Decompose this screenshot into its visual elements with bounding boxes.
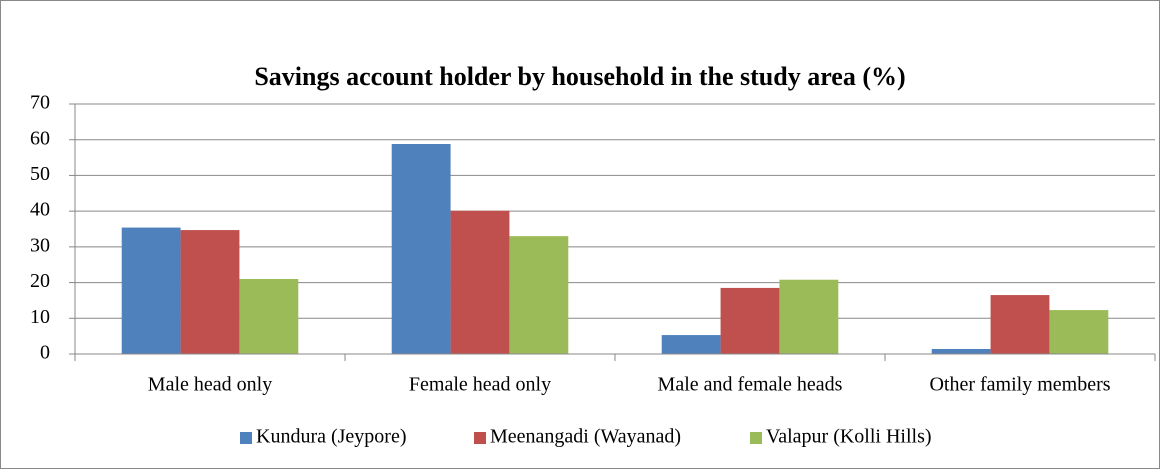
bar: [121, 227, 181, 354]
bar: [990, 295, 1050, 354]
legend-swatch: [750, 432, 762, 444]
y-tick-label: 0: [40, 342, 50, 364]
bar: [720, 287, 780, 354]
legend-label: Kundura (Jeypore): [256, 426, 407, 448]
bar: [931, 349, 991, 354]
bar: [509, 236, 569, 354]
bar: [391, 144, 451, 354]
bar: [180, 230, 240, 354]
bar: [779, 279, 839, 354]
chart-title: Savings account holder by household in t…: [254, 62, 905, 91]
bar: [239, 279, 299, 354]
x-tick-label: Male head only: [148, 374, 272, 396]
x-tick-label: Male and female heads: [658, 374, 843, 396]
y-tick-label: 60: [30, 127, 50, 149]
bar: [450, 210, 510, 354]
legend-swatch: [474, 432, 486, 444]
legend-swatch: [240, 432, 252, 444]
legend-label: Meenangadi (Wayanad): [490, 426, 681, 448]
bar: [1049, 310, 1109, 354]
y-tick-label: 20: [30, 270, 50, 292]
y-tick-label: 70: [30, 92, 50, 114]
legend-label: Valapur (Kolli Hills): [766, 426, 932, 448]
y-tick-label: 50: [30, 163, 50, 185]
y-tick-label: 30: [30, 234, 50, 256]
x-tick-label: Other family members: [929, 374, 1110, 396]
x-tick-label: Female head only: [409, 374, 551, 396]
y-tick-label: 40: [30, 199, 50, 221]
bar: [661, 335, 721, 354]
y-tick-label: 10: [30, 306, 50, 328]
